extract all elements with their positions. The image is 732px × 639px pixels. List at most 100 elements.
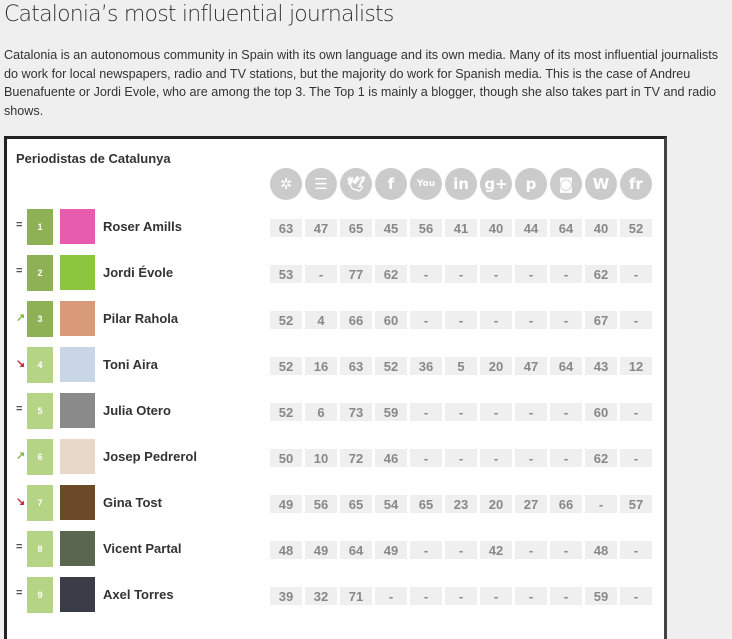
score-cell: 48 [270,541,302,559]
score-cell: 52 [270,357,302,375]
score-cell: - [480,403,512,421]
score-cell: 44 [515,219,547,237]
score-cell: - [445,541,477,559]
journalist-name[interactable]: Jordi Évole [103,265,174,280]
score-cell: - [480,449,512,467]
score-cell: 65 [340,219,372,237]
score-cell: - [515,265,547,283]
table-row: = 5 Julia Otero 52 6 73 59- - - - -60- [7,393,664,429]
score-cell: 12 [620,357,652,375]
score-cell: - [550,541,582,559]
trend-down-icon: ↘ [16,358,26,370]
score-cell: 49 [305,541,337,559]
score-cell: - [550,265,582,283]
score-cell: - [445,403,477,421]
trend-same-icon: = [16,587,23,599]
score-cell: - [445,587,477,605]
google-plus-icon[interactable]: g+ [480,168,512,200]
score-cell: 56 [305,495,337,513]
friendfeed-icon[interactable]: fr [620,168,652,200]
score-cell: - [550,311,582,329]
trend-up-icon: ↗ [16,450,26,462]
avatar[interactable] [60,531,95,566]
score-cell: 48 [585,541,617,559]
score-cell: 36 [410,357,442,375]
trend-up-icon: ↗ [16,312,26,324]
score-cell: - [445,449,477,467]
instagram-icon[interactable]: ◙ [550,168,582,200]
avatar[interactable] [60,301,95,336]
trend-same-icon: = [16,265,23,277]
journalist-name[interactable]: Pilar Rahola [103,311,179,326]
wikipedia-icon[interactable]: W [585,168,617,200]
score-cell: 43 [585,357,617,375]
table-row: ↗ 3 Pilar Rahola 52 4 66 60- - - - -67- [7,301,664,337]
score-cell: - [620,587,652,605]
twitter-icon[interactable]: 🕊 [340,168,372,200]
rank-badge: 3 [27,301,53,337]
score-cell: 65 [410,495,442,513]
score-cell: - [410,587,442,605]
intro-paragraph: Catalonia is an autonomous community in … [4,48,719,118]
score-cell: - [305,265,337,283]
comment-icon[interactable]: ☰ [305,168,337,200]
score-cell: - [515,587,547,605]
score-cell: 23 [445,495,477,513]
trend-same-icon: = [16,403,23,415]
score-cell: 39 [270,587,302,605]
rank-badge: 8 [27,531,53,567]
trend-same-icon: = [16,541,23,553]
score-cell: 66 [550,495,582,513]
panel-title: Periodistas de Catalunya [16,151,171,166]
pinterest-icon[interactable]: p [515,168,547,200]
journalist-name[interactable]: Toni Aira [103,357,158,372]
journalist-name[interactable]: Gina Tost [103,495,162,510]
table-row: = 8 Vicent Partal 48 49 64 49- -42- -48- [7,531,664,567]
score-cell: - [515,403,547,421]
facebook-icon[interactable]: f [375,168,407,200]
avatar[interactable] [60,577,95,612]
score-cell: 53 [270,265,302,283]
score-cell: 71 [340,587,372,605]
klout-icon[interactable]: ✲ [270,168,302,200]
table-row: ↘ 4 Toni Aira 52 16 63 52 36 5 20 47 64 43 12 [7,347,664,383]
score-cell: 56 [410,219,442,237]
table-row: = 1 Roser Amills 63 47 65 45 56 41 40 44 64 40 52 [7,209,664,245]
score-cell: 49 [270,495,302,513]
journalist-name[interactable]: Julia Otero [103,403,171,418]
score-cell: 32 [305,587,337,605]
score-cell: - [515,541,547,559]
avatar[interactable] [60,347,95,382]
score-cell: 67 [585,311,617,329]
table-row: ↘ 7 Gina Tost 49 56 65 54 65 23 20 27 66-57 [7,485,664,521]
score-cell: 66 [340,311,372,329]
score-cell: - [620,311,652,329]
journalist-name[interactable]: Axel Torres [103,587,174,602]
avatar[interactable] [60,485,95,520]
score-cell: 20 [480,495,512,513]
score-cell: 52 [375,357,407,375]
avatar[interactable] [60,439,95,474]
avatar[interactable] [60,255,95,290]
score-cell: - [410,311,442,329]
avatar[interactable] [60,393,95,428]
youtube-icon[interactable]: You [410,168,442,200]
journalist-name[interactable]: Josep Pedrerol [103,449,197,464]
score-cell: 60 [375,311,407,329]
score-cell: 62 [585,265,617,283]
table-row: = 2 Jordi Évole 53-77 62- - - - -62- [7,255,664,291]
linkedin-icon[interactable]: in [445,168,477,200]
score-cell: 52 [270,403,302,421]
score-cell: 49 [375,541,407,559]
score-cell: 57 [620,495,652,513]
score-cell: 27 [515,495,547,513]
table-row: = 9 Axel Torres 39 32 71- - - - - -59- [7,577,664,613]
journalist-name[interactable]: Roser Amills [103,219,182,234]
avatar[interactable] [60,209,95,244]
journalist-name[interactable]: Vicent Partal [103,541,182,556]
score-cell: 42 [480,541,512,559]
score-cell: 72 [340,449,372,467]
score-cell: - [550,403,582,421]
score-cell: 62 [375,265,407,283]
